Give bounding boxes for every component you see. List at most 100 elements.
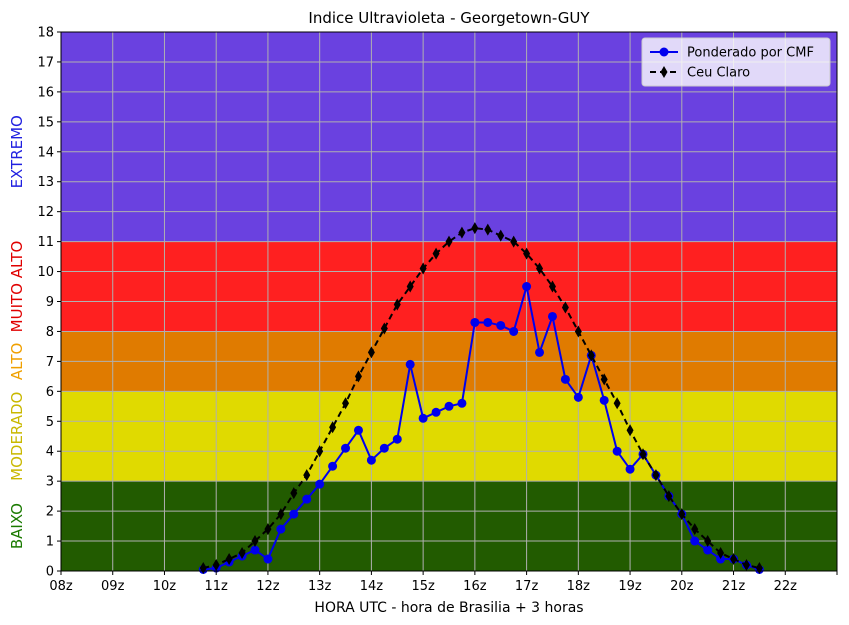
data-point bbox=[302, 494, 312, 504]
data-point bbox=[354, 370, 362, 383]
y-tick-label: 0 bbox=[46, 565, 54, 580]
data-point bbox=[405, 359, 415, 369]
data-point bbox=[264, 523, 272, 536]
data-point bbox=[392, 434, 402, 444]
data-point bbox=[496, 320, 506, 330]
data-point bbox=[573, 392, 583, 402]
legend-entry-ponderado-por-cmf: Ponderado por CMF bbox=[650, 46, 814, 61]
data-point bbox=[574, 325, 582, 338]
data-point bbox=[599, 395, 609, 405]
x-tick-label: 20z bbox=[670, 579, 694, 594]
data-point bbox=[561, 301, 569, 314]
data-point bbox=[625, 464, 635, 474]
y-tick-label: 18 bbox=[37, 26, 54, 41]
x-tick-label: 16z bbox=[463, 579, 487, 594]
x-tick-label: 13z bbox=[308, 579, 332, 594]
x-tick-label: 10z bbox=[153, 579, 177, 594]
data-point bbox=[263, 554, 273, 564]
data-point bbox=[379, 443, 389, 453]
y-tick-label: 5 bbox=[46, 415, 54, 430]
x-tick-label: 17z bbox=[515, 579, 539, 594]
y-tick-label: 7 bbox=[46, 355, 54, 370]
data-point bbox=[497, 229, 505, 242]
y-tick-label: 11 bbox=[37, 235, 54, 250]
data-point bbox=[522, 282, 532, 292]
data-point bbox=[303, 469, 311, 482]
x-tick-label: 18z bbox=[567, 579, 591, 594]
data-point bbox=[225, 553, 233, 566]
series-ceu-claro bbox=[199, 222, 763, 575]
data-point bbox=[418, 413, 428, 423]
data-point bbox=[665, 490, 673, 503]
legend: Ponderado por CMF Ceu Claro bbox=[641, 37, 831, 87]
legend-entry-ceu-claro: Ceu Claro bbox=[650, 66, 750, 81]
data-point bbox=[560, 374, 570, 384]
x-tick-label: 14z bbox=[360, 579, 384, 594]
y-tick-label: 10 bbox=[37, 265, 54, 280]
x-tick-label: 22z bbox=[774, 579, 798, 594]
data-point bbox=[483, 317, 493, 327]
data-point bbox=[703, 545, 713, 555]
data-point bbox=[678, 508, 686, 521]
data-point bbox=[277, 508, 285, 521]
data-point bbox=[691, 523, 699, 536]
data-point bbox=[613, 397, 621, 410]
band-labels: BAIXO MODERADO ALTO MUITO ALTO EXTREMO bbox=[8, 115, 26, 549]
series-line-ceu-claro bbox=[203, 227, 760, 569]
data-point bbox=[367, 346, 375, 359]
band-label-muito-alto: MUITO ALTO bbox=[8, 241, 26, 333]
y-tick-label: 8 bbox=[46, 325, 54, 340]
grid-lines bbox=[60, 31, 838, 572]
y-tick-label: 3 bbox=[46, 475, 54, 490]
y-tick-label: 4 bbox=[46, 445, 54, 460]
legend-label: Ponderado por CMF bbox=[687, 46, 814, 61]
y-tick-label: 9 bbox=[46, 295, 54, 310]
y-tick-label: 17 bbox=[37, 55, 54, 70]
band-label-baixo: BAIXO bbox=[8, 503, 26, 549]
data-point bbox=[457, 398, 467, 408]
data-point bbox=[328, 461, 338, 471]
y-tick-label: 15 bbox=[37, 115, 54, 130]
data-point bbox=[639, 448, 647, 461]
legend-marker bbox=[659, 47, 669, 57]
x-tick-label: 09z bbox=[101, 579, 125, 594]
chart-title: Indice Ultravioleta - Georgetown-GUY bbox=[308, 9, 590, 27]
x-tick-label: 21z bbox=[722, 579, 746, 594]
x-tick-label: 11z bbox=[205, 579, 229, 594]
data-point bbox=[458, 226, 466, 239]
data-point bbox=[289, 509, 299, 519]
x-axis-label: HORA UTC - hora de Brasilia + 3 horas bbox=[314, 600, 583, 616]
data-point bbox=[704, 535, 712, 548]
data-point bbox=[431, 407, 441, 417]
x-tick-label: 12z bbox=[256, 579, 280, 594]
x-axis: 08z 09z 10z 11z 12z 13z 14z 15z 16z 17z 18z 19z 20z 2… bbox=[49, 571, 838, 594]
x-tick-label: 08z bbox=[49, 579, 73, 594]
data-point bbox=[523, 247, 531, 260]
y-tick-label: 6 bbox=[46, 385, 54, 400]
legend-label: Ceu Claro bbox=[687, 66, 750, 81]
data-point bbox=[742, 559, 750, 572]
legend-marker bbox=[660, 66, 668, 78]
x-tick-label: 15z bbox=[411, 579, 435, 594]
data-point bbox=[250, 545, 260, 555]
data-point bbox=[444, 401, 454, 411]
data-point bbox=[341, 443, 351, 453]
data-point bbox=[547, 311, 557, 321]
data-point bbox=[536, 262, 544, 275]
data-point bbox=[730, 553, 738, 566]
legend-box bbox=[641, 37, 831, 87]
band-label-alto: ALTO bbox=[8, 343, 26, 381]
data-point bbox=[471, 222, 479, 235]
data-point bbox=[366, 455, 376, 465]
data-point bbox=[690, 536, 700, 546]
y-tick-label: 2 bbox=[46, 505, 54, 520]
data-point bbox=[612, 446, 622, 456]
data-point bbox=[535, 347, 545, 357]
data-point bbox=[238, 547, 246, 560]
x-tick-label: 19z bbox=[618, 579, 642, 594]
data-point bbox=[406, 280, 414, 293]
y-tick-label: 16 bbox=[37, 85, 54, 100]
data-point bbox=[432, 247, 440, 260]
